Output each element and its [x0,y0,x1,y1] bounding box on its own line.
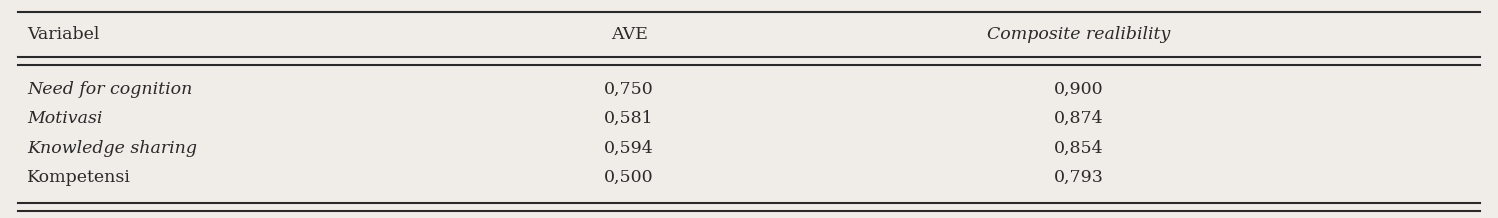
Text: Motivasi: Motivasi [27,110,102,127]
Text: 0,500: 0,500 [604,169,655,186]
Text: 0,874: 0,874 [1053,110,1104,127]
Text: Composite realibility: Composite realibility [987,26,1170,43]
Text: 0,594: 0,594 [604,140,655,157]
Text: 0,793: 0,793 [1053,169,1104,186]
Text: 0,581: 0,581 [604,110,655,127]
Text: AVE: AVE [611,26,647,43]
Text: Kompetensi: Kompetensi [27,169,130,186]
Text: Variabel: Variabel [27,26,99,43]
Text: 0,854: 0,854 [1053,140,1104,157]
Text: Need for cognition: Need for cognition [27,81,192,98]
Text: 0,900: 0,900 [1053,81,1104,98]
Text: 0,750: 0,750 [604,81,655,98]
Text: Knowledge sharing: Knowledge sharing [27,140,196,157]
